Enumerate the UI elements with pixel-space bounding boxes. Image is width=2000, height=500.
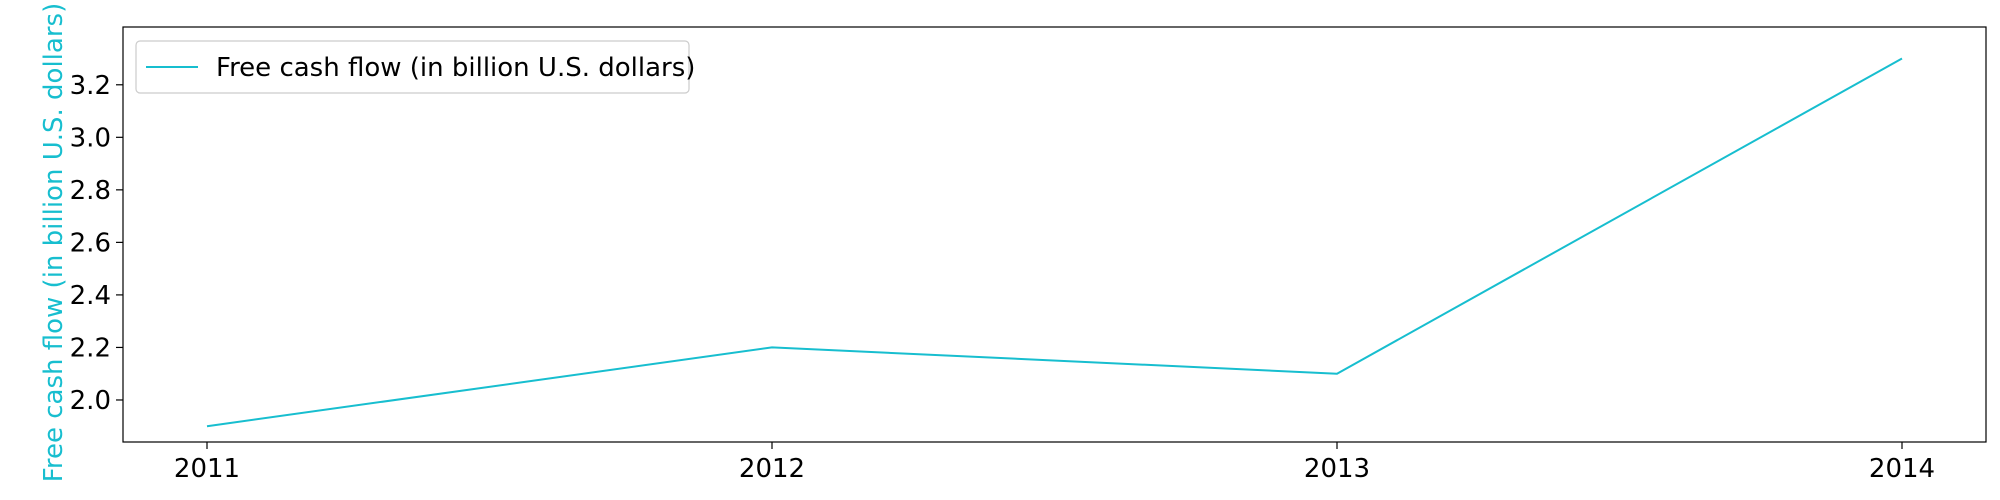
plot-frame	[122, 26, 1987, 443]
legend-box	[135, 40, 690, 94]
y-axis-label: Free cash flow (in billion U.S. dollars)	[39, 3, 69, 482]
y-tick-label: 3.0	[70, 123, 111, 153]
y-tick-label: 2.2	[70, 333, 111, 363]
x-tick-label: 2013	[1304, 454, 1370, 484]
x-axis-ticks: 2011 2012 2013 2014	[174, 442, 1935, 484]
y-axis-ticks: 2.0 2.2 2.4 2.6 2.8 3.0 3.2	[70, 71, 123, 416]
x-tick-label: 2011	[174, 454, 240, 484]
y-tick-label: 2.8	[70, 176, 111, 206]
axes	[122, 26, 1987, 443]
x-tick-label: 2012	[739, 454, 805, 484]
series-layer	[206, 57, 1903, 428]
legend: Free cash flow (in billion U.S. dollars)	[135, 40, 695, 94]
y-tick-label: 2.6	[70, 228, 111, 258]
legend-entry: Free cash flow (in billion U.S. dollars)	[216, 53, 695, 83]
y-tick-label: 3.2	[70, 71, 111, 101]
y-tick-label: 2.4	[70, 281, 111, 311]
x-tick-label: 2014	[1869, 454, 1935, 484]
series-line	[206, 57, 1903, 428]
y-tick-label: 2.0	[70, 386, 111, 416]
